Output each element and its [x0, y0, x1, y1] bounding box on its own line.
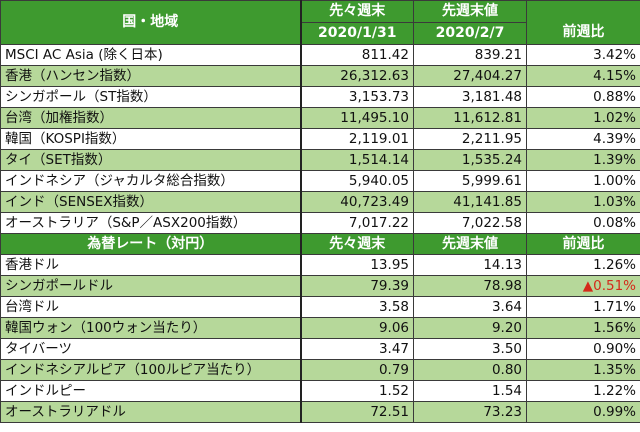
index-name: 韓国（KOSPI指数）: [0, 128, 301, 150]
prev-value: 14.13: [413, 254, 527, 276]
change-value: 1.71%: [526, 296, 640, 318]
prev-prev-value: 26,312.63: [299, 65, 414, 87]
market-summary-table: 国・地域 先々週末 先週末値 前週比 2020/1/31 2020/2/7 MS…: [0, 0, 640, 423]
prev-value: 3.50: [413, 338, 527, 360]
change-value: 1.35%: [526, 359, 640, 381]
prev-prev-value: 811.42: [299, 44, 414, 66]
index-name: オーストラリア（S&P／ASX200指数）: [0, 212, 301, 234]
prev-prev-week-header: 先々週末: [299, 0, 414, 23]
change-value: 1.39%: [526, 149, 640, 171]
fx-section-header: 為替レート（対円） 先々週末 先週末値 前週比: [0, 233, 640, 255]
prev-value: 41,141.85: [413, 191, 527, 213]
currency-name: シンガポールドル: [0, 275, 301, 297]
table-row: オーストラリアドル 72.51 73.23 0.99%: [0, 401, 640, 423]
prev-value: 3,181.48: [413, 86, 527, 108]
fx-prev-prev-week-header: 先々週末: [299, 233, 414, 255]
table-row: インド（SENSEX指数） 40,723.49 41,141.85 1.03%: [0, 191, 640, 213]
prev-value: 839.21: [413, 44, 527, 66]
change-value: 1.56%: [526, 317, 640, 339]
currency-name: タイバーツ: [0, 338, 301, 360]
change-value: 4.39%: [526, 128, 640, 150]
prev-prev-value: 1,514.14: [299, 149, 414, 171]
currency-name: 香港ドル: [0, 254, 301, 276]
index-name: シンガポール（ST指数）: [0, 86, 301, 108]
prev-prev-value: 3,153.73: [299, 86, 414, 108]
change-value: 0.90%: [526, 338, 640, 360]
change-value: 0.08%: [526, 212, 640, 234]
table-row: 台湾（加権指数） 11,495.10 11,612.81 1.02%: [0, 107, 640, 129]
index-name: 台湾（加権指数）: [0, 107, 301, 129]
change-value: 1.00%: [526, 170, 640, 192]
table-row: インドルピー 1.52 1.54 1.22%: [0, 380, 640, 402]
prev-value: 1.54: [413, 380, 527, 402]
fx-change-header: 前週比: [526, 233, 640, 255]
table-row: シンガポールドル 79.39 78.98 ▲0.51%: [0, 275, 640, 297]
region-column-header: 国・地域: [0, 0, 301, 45]
prev-value: 27,404.27: [413, 65, 527, 87]
change-value: 1.03%: [526, 191, 640, 213]
index-name: 香港（ハンセン指数）: [0, 65, 301, 87]
index-name: インドネシア（ジャカルタ総合指数）: [0, 170, 301, 192]
prev-prev-value: 1.52: [299, 380, 414, 402]
currency-name: 台湾ドル: [0, 296, 301, 318]
prev-value: 0.80: [413, 359, 527, 381]
prev-value: 73.23: [413, 401, 527, 423]
prev-value: 9.20: [413, 317, 527, 339]
prev-prev-week-date: 2020/1/31: [299, 22, 414, 45]
change-value: 1.22%: [526, 380, 640, 402]
currency-name: 韓国ウォン（100ウォン当たり）: [0, 317, 301, 339]
prev-prev-value: 5,940.05: [299, 170, 414, 192]
currency-name: インドネシアルピア（100ルピア当たり）: [0, 359, 301, 381]
prev-week-header: 先週末値: [413, 0, 527, 23]
prev-value: 5,999.61: [413, 170, 527, 192]
fx-prev-week-header: 先週末値: [413, 233, 527, 255]
table-row: オーストラリア（S&P／ASX200指数） 7,017.22 7,022.58 …: [0, 212, 640, 234]
prev-value: 7,022.58: [413, 212, 527, 234]
prev-prev-value: 79.39: [299, 275, 414, 297]
index-name: タイ（SET指数）: [0, 149, 301, 171]
prev-value: 78.98: [413, 275, 527, 297]
table-row: 台湾ドル 3.58 3.64 1.71%: [0, 296, 640, 318]
table-row: シンガポール（ST指数） 3,153.73 3,181.48 0.88%: [0, 86, 640, 108]
currency-name: インドルピー: [0, 380, 301, 402]
table-row: インドネシアルピア（100ルピア当たり） 0.79 0.80 1.35%: [0, 359, 640, 381]
table-row: MSCI AC Asia (除く日本) 811.42 839.21 3.42%: [0, 44, 640, 66]
prev-prev-value: 13.95: [299, 254, 414, 276]
index-name: MSCI AC Asia (除く日本): [0, 44, 301, 66]
change-value: 1.02%: [526, 107, 640, 129]
prev-prev-value: 2,119.01: [299, 128, 414, 150]
prev-prev-value: 0.79: [299, 359, 414, 381]
change-value: 0.88%: [526, 86, 640, 108]
prev-prev-value: 40,723.49: [299, 191, 414, 213]
table-row: 香港（ハンセン指数） 26,312.63 27,404.27 4.15%: [0, 65, 640, 87]
table-row: 韓国ウォン（100ウォン当たり） 9.06 9.20 1.56%: [0, 317, 640, 339]
change-column-header: 前週比: [526, 0, 640, 45]
prev-prev-value: 72.51: [299, 401, 414, 423]
prev-prev-value: 3.58: [299, 296, 414, 318]
prev-week-date: 2020/2/7: [413, 22, 527, 45]
table-row: タイバーツ 3.47 3.50 0.90%: [0, 338, 640, 360]
fx-title-header: 為替レート（対円）: [0, 233, 301, 255]
change-value: 3.42%: [526, 44, 640, 66]
prev-prev-value: 7,017.22: [299, 212, 414, 234]
prev-value: 1,535.24: [413, 149, 527, 171]
table-row: 香港ドル 13.95 14.13 1.26%: [0, 254, 640, 276]
currency-name: オーストラリアドル: [0, 401, 301, 423]
prev-prev-value: 9.06: [299, 317, 414, 339]
prev-value: 3.64: [413, 296, 527, 318]
change-value: 0.99%: [526, 401, 640, 423]
prev-prev-value: 11,495.10: [299, 107, 414, 129]
prev-prev-value: 3.47: [299, 338, 414, 360]
prev-value: 11,612.81: [413, 107, 527, 129]
change-value: 4.15%: [526, 65, 640, 87]
table-row: 韓国（KOSPI指数） 2,119.01 2,211.95 4.39%: [0, 128, 640, 150]
index-name: インド（SENSEX指数）: [0, 191, 301, 213]
prev-value: 2,211.95: [413, 128, 527, 150]
change-value: 1.26%: [526, 254, 640, 276]
change-value-negative: ▲0.51%: [526, 275, 640, 297]
table-row: タイ（SET指数） 1,514.14 1,535.24 1.39%: [0, 149, 640, 171]
table-row: インドネシア（ジャカルタ総合指数） 5,940.05 5,999.61 1.00…: [0, 170, 640, 192]
